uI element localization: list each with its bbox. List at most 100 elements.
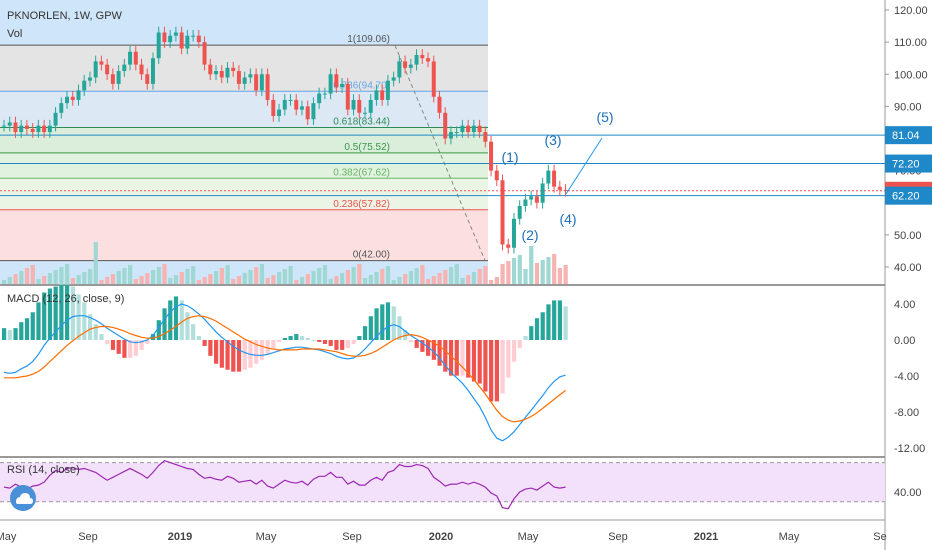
signal-line[interactable] (4, 315, 566, 423)
price-candle[interactable] (385, 74, 390, 106)
price-candle[interactable] (179, 26, 184, 55)
price-candle[interactable] (271, 94, 276, 122)
price-candle[interactable] (443, 107, 448, 145)
price-candle[interactable] (305, 100, 310, 126)
price-candle[interactable] (340, 78, 345, 93)
price-candle[interactable] (368, 94, 373, 119)
price-candle[interactable] (219, 65, 224, 84)
price-candle[interactable] (225, 62, 230, 84)
price-candle[interactable] (345, 78, 350, 116)
price-candle[interactable] (380, 84, 385, 106)
price-candle[interactable] (546, 164, 551, 190)
price-candle[interactable] (36, 119, 41, 138)
price-candle[interactable] (87, 71, 92, 87)
price-candle[interactable] (454, 126, 459, 138)
price-candle[interactable] (466, 119, 471, 138)
price-candle[interactable] (156, 26, 161, 64)
price-candle[interactable] (65, 90, 70, 109)
price-candle[interactable] (248, 68, 253, 84)
price-candle[interactable] (277, 103, 282, 122)
price-candle[interactable] (397, 55, 402, 84)
macd-line[interactable] (3, 303, 566, 442)
price-candle[interactable] (76, 84, 81, 106)
price-candle[interactable] (362, 107, 367, 119)
price-candle[interactable] (59, 97, 64, 119)
price-candle[interactable] (317, 87, 322, 109)
rsi-pane[interactable] (0, 459, 885, 510)
price-candle[interactable] (236, 65, 241, 90)
price-candle[interactable] (426, 52, 431, 68)
price-candle[interactable] (552, 164, 557, 193)
price-candle[interactable] (408, 58, 413, 74)
price-candle[interactable] (511, 213, 516, 254)
price-candle[interactable] (128, 45, 133, 71)
price-candle[interactable] (351, 94, 356, 116)
price-candle[interactable] (47, 119, 52, 138)
price-candle[interactable] (403, 55, 408, 74)
price-candle[interactable] (374, 84, 379, 106)
price-candle[interactable] (328, 68, 333, 100)
price-candle[interactable] (448, 126, 453, 145)
price-candle[interactable] (2, 119, 6, 132)
price-candle[interactable] (517, 200, 522, 225)
price-candle[interactable] (7, 116, 12, 132)
price-candle[interactable] (133, 45, 138, 71)
price-candle[interactable] (202, 36, 207, 71)
price-candle[interactable] (500, 174, 505, 251)
price-candle[interactable] (420, 49, 425, 64)
price-candle[interactable] (191, 29, 196, 42)
price-candle[interactable] (145, 68, 150, 90)
price-candle[interactable] (214, 65, 219, 81)
price-candle[interactable] (477, 119, 482, 138)
price-candle[interactable] (208, 58, 213, 81)
price-candle[interactable] (122, 58, 127, 77)
price-candle[interactable] (30, 123, 35, 138)
macd-pane[interactable] (2, 284, 568, 442)
price-candle[interactable] (294, 94, 299, 116)
price-candle[interactable] (231, 62, 236, 77)
price-candle[interactable] (282, 94, 287, 116)
price-candle[interactable] (13, 116, 18, 138)
price-candle[interactable] (529, 190, 534, 206)
price-candle[interactable] (105, 58, 110, 81)
price-candle[interactable] (460, 119, 465, 138)
price-candle[interactable] (357, 94, 362, 119)
price-candle[interactable] (110, 68, 115, 90)
price-candle[interactable] (494, 164, 499, 187)
price-candle[interactable] (196, 29, 201, 48)
price-candle[interactable] (19, 119, 24, 138)
price-candle[interactable] (265, 68, 270, 106)
price-candle[interactable] (334, 68, 339, 93)
price-axis[interactable]: 120.00110.00100.0090.0080.0070.0050.0040… (885, 5, 932, 499)
price-candle[interactable] (259, 68, 264, 97)
price-candle[interactable] (116, 65, 121, 90)
price-pane[interactable]: 1(109.06) 0.786(94.70) 0.618(83.44) 0.5(75.… (0, 26, 885, 284)
time-axis[interactable]: May Sep 2019 May Sep 2020 May Sep 2021 May Se (0, 519, 887, 543)
price-candle[interactable] (299, 100, 304, 116)
price-candle[interactable] (540, 177, 545, 209)
price-candle[interactable] (489, 135, 494, 177)
price-candle[interactable] (431, 55, 436, 103)
price-candle[interactable] (414, 49, 419, 71)
tradingview-logo[interactable] (10, 485, 36, 511)
price-candle[interactable] (168, 29, 173, 48)
price-candle[interactable] (53, 107, 58, 132)
price-candle[interactable] (99, 55, 104, 71)
price-candle[interactable] (93, 55, 98, 84)
price-candle[interactable] (311, 97, 316, 126)
price-candle[interactable] (254, 68, 259, 97)
price-candle[interactable] (173, 26, 178, 42)
price-candle[interactable] (483, 126, 488, 148)
price-candle[interactable] (288, 94, 293, 106)
price-candle[interactable] (42, 119, 47, 138)
price-candle[interactable] (506, 238, 511, 254)
price-candle[interactable] (471, 119, 476, 138)
price-candle[interactable] (139, 58, 144, 81)
price-candle[interactable] (24, 119, 29, 135)
rsi-line[interactable] (3, 459, 566, 510)
price-candle[interactable] (242, 71, 247, 90)
price-candle[interactable] (534, 190, 539, 209)
price-candle[interactable] (391, 71, 396, 87)
price-candle[interactable] (557, 180, 562, 196)
